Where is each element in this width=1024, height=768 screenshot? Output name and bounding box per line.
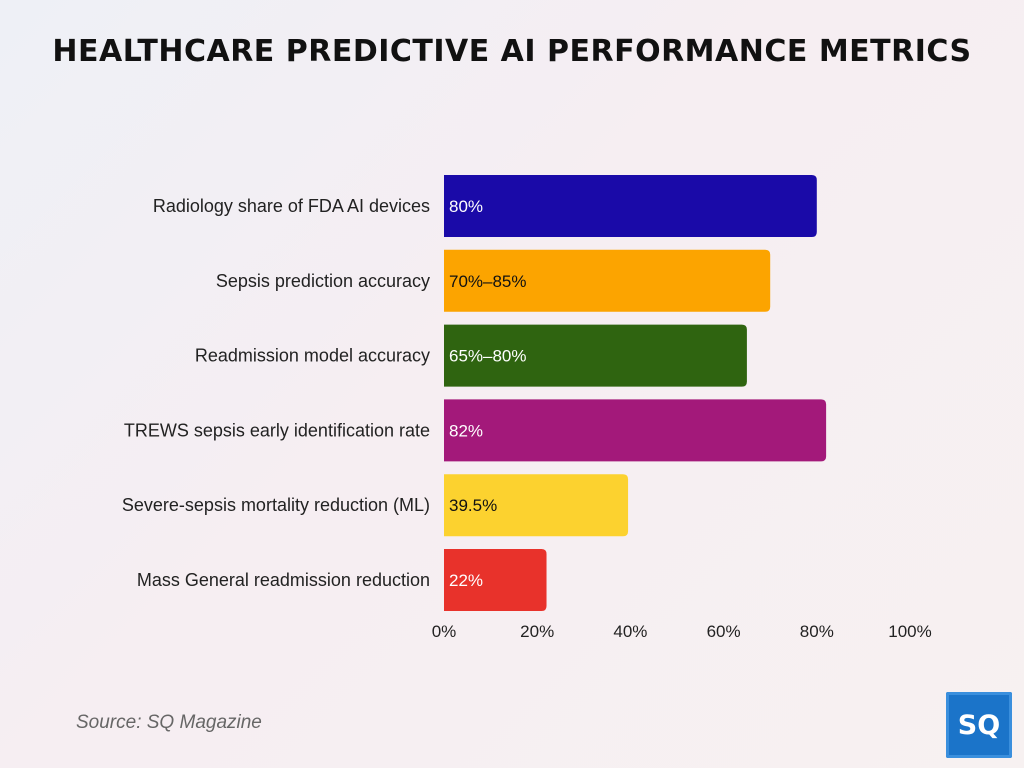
category-label: Radiology share of FDA AI devices — [153, 196, 430, 216]
data-label: 82% — [449, 421, 483, 440]
data-label: 80% — [449, 197, 483, 216]
sq-logo: SQ — [946, 692, 1012, 758]
x-tick-label: 0% — [432, 622, 457, 641]
data-label: 39.5% — [449, 496, 497, 515]
bar — [444, 324, 747, 387]
bar — [444, 175, 817, 237]
bar — [444, 249, 771, 312]
category-label: Readmission model accuracy — [195, 346, 430, 366]
logo-text: SQ — [957, 709, 1001, 741]
category-label: TREWS sepsis early identification rate — [124, 420, 430, 440]
source-note: Source: SQ Magazine — [76, 712, 262, 733]
x-tick-label: 20% — [520, 622, 554, 641]
category-label: Sepsis prediction accuracy — [216, 271, 430, 291]
data-label: 22% — [449, 571, 483, 590]
bar — [444, 549, 547, 611]
data-label: 65%–80% — [449, 347, 527, 366]
bar — [444, 399, 827, 462]
x-tick-label: 100% — [888, 622, 931, 641]
category-label: Severe-sepsis mortality reduction (ML) — [122, 495, 430, 515]
data-label: 70%–85% — [449, 272, 527, 291]
chart-title: HEALTHCARE PREDICTIVE AI PERFORMANCE MET… — [52, 34, 972, 69]
bar — [444, 474, 629, 537]
category-label: Mass General readmission reduction — [137, 570, 430, 590]
x-tick-label: 80% — [800, 622, 834, 641]
x-tick-label: 40% — [613, 622, 647, 641]
x-tick-label: 60% — [707, 622, 741, 641]
